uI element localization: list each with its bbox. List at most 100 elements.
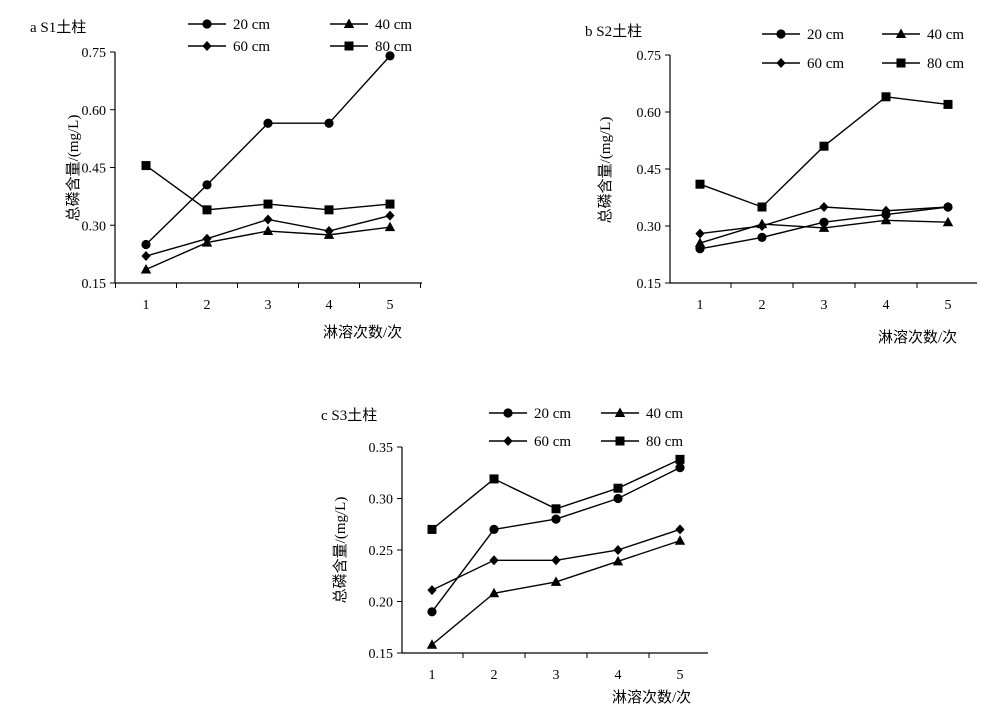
data-point: [262, 225, 274, 236]
y-tick-label: 0.45: [82, 162, 107, 177]
data-point: [880, 214, 892, 225]
y-tick-label: 0.75: [82, 46, 107, 61]
legend-label: 60 cm: [534, 434, 571, 450]
chart-1: 0.15 0.30 0.45 0.60 0.75 1 2 3 4 5 a S1土柱总磷含量/(mg/…: [30, 17, 422, 341]
chart-title: c S3土柱: [321, 407, 377, 424]
data-point: [695, 179, 705, 189]
legend-label: 60 cm: [233, 39, 270, 55]
x-tick-label: 4: [326, 298, 333, 313]
y-tick-label: 0.45: [637, 163, 662, 178]
data-point: [141, 161, 151, 171]
x-tick-label: 3: [821, 298, 828, 313]
x-tick-label: 5: [945, 298, 952, 313]
legend: 20 cm 40 cm 60 cm 80 cm: [489, 406, 683, 450]
y-tick-label: 0.30: [369, 493, 394, 508]
legend: 20 cm 40 cm 60 cm 80 cm: [762, 27, 964, 72]
legend-marker: [344, 41, 354, 51]
x-tick-label: 5: [387, 298, 394, 313]
x-tick-label: 1: [697, 298, 704, 313]
y-axis-label: 总磷含量/(mg/L): [597, 117, 614, 224]
chart-2: 0.15 0.30 0.45 0.60 0.75 1 2 3 4 5 b S2土柱总磷含量/(mg/…: [585, 23, 977, 346]
legend-marker: [776, 58, 786, 68]
data-point: [427, 524, 437, 534]
data-point: [488, 587, 500, 598]
data-point: [202, 180, 212, 190]
data-point: [757, 221, 767, 231]
chart-3: 0.15 0.20 0.25 0.30 0.35 1 2 3 4 5 c S3土柱总磷含量/(mg/…: [321, 406, 708, 706]
y-tick-label: 0.60: [637, 106, 662, 121]
data-point: [819, 141, 829, 151]
data-point: [675, 463, 685, 473]
data-point: [489, 555, 499, 566]
legend-marker: [503, 436, 513, 446]
legend-label: 40 cm: [375, 17, 412, 33]
data-point: [613, 483, 623, 493]
y-tick-label: 0.75: [637, 49, 662, 64]
data-point: [141, 251, 151, 262]
x-tick-label: 3: [553, 668, 560, 683]
data-point: [489, 474, 499, 484]
legend-marker: [202, 19, 212, 29]
plot-area: [694, 92, 954, 254]
y-tick-label: 0.15: [637, 277, 662, 292]
series-line-80cm: [699, 96, 949, 208]
plot-area: [426, 454, 686, 649]
x-tick-label: 1: [429, 668, 436, 683]
x-tick-label: 4: [615, 668, 622, 683]
x-tick-label: 2: [204, 298, 211, 313]
data-point: [613, 493, 623, 504]
data-point: [427, 607, 437, 617]
legend: 20 cm 40 cm 60 cm 80 cm: [188, 17, 412, 55]
data-point: [818, 222, 830, 232]
data-point: [141, 239, 151, 250]
data-point: [489, 524, 499, 535]
data-point: [324, 205, 334, 215]
data-point: [263, 214, 273, 225]
data-point: [695, 228, 705, 239]
data-point: [943, 202, 953, 212]
legend-marker: [202, 41, 212, 51]
legend-label: 80 cm: [927, 56, 964, 72]
y-tick-label: 0.15: [369, 647, 394, 662]
data-point: [324, 118, 334, 128]
data-point: [427, 585, 437, 596]
x-tick-label: 3: [265, 298, 272, 313]
legend-marker: [776, 29, 786, 39]
y-tick-label: 0.30: [637, 220, 662, 235]
data-point: [263, 118, 273, 128]
legend-label: 20 cm: [807, 27, 844, 43]
data-point: [757, 202, 767, 212]
data-point: [551, 514, 561, 524]
x-tick-label: 2: [759, 298, 766, 313]
x-tick-label: 2: [491, 668, 498, 683]
y-tick-label: 0.60: [82, 104, 107, 119]
y-tick-label: 0.30: [82, 219, 107, 234]
x-tick-label: 1: [143, 298, 150, 313]
data-point: [612, 555, 624, 566]
legend-label: 20 cm: [534, 406, 571, 422]
data-point: [385, 210, 395, 221]
data-point: [675, 454, 685, 464]
chart-title: a S1土柱: [30, 19, 86, 36]
data-point: [819, 217, 829, 227]
data-point: [942, 216, 954, 227]
y-tick-label: 0.25: [369, 544, 394, 559]
legend-marker: [503, 408, 513, 418]
legend-label: 60 cm: [807, 56, 844, 72]
data-point: [550, 576, 562, 586]
y-tick-label: 0.35: [369, 441, 394, 456]
x-tick-label: 4: [883, 298, 890, 313]
legend-label: 40 cm: [927, 27, 964, 43]
legend-marker: [896, 58, 906, 68]
legend-label: 80 cm: [375, 39, 412, 55]
legend-marker: [614, 407, 626, 417]
x-axis-label: 淋溶次数/次: [878, 329, 957, 346]
legend-label: 20 cm: [233, 17, 270, 33]
data-point: [263, 199, 273, 209]
x-tick-label: 5: [677, 668, 684, 683]
y-axis-label: 总磷含量/(mg/L): [65, 115, 82, 222]
legend-label: 40 cm: [646, 406, 683, 422]
data-point: [385, 51, 395, 61]
legend-marker: [895, 28, 907, 38]
